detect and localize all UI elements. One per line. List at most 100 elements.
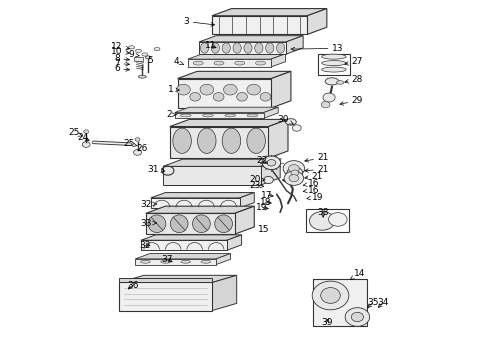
Ellipse shape <box>286 119 296 125</box>
Polygon shape <box>235 206 254 234</box>
Text: 18: 18 <box>260 198 271 207</box>
Ellipse shape <box>322 54 346 59</box>
Polygon shape <box>261 159 280 185</box>
Ellipse shape <box>161 260 171 263</box>
Ellipse shape <box>289 175 299 182</box>
Text: 34: 34 <box>377 298 389 307</box>
Ellipse shape <box>260 93 271 101</box>
Ellipse shape <box>200 84 214 95</box>
Text: 28: 28 <box>345 75 363 84</box>
Ellipse shape <box>139 75 147 78</box>
Polygon shape <box>307 9 327 35</box>
Ellipse shape <box>201 260 211 263</box>
Polygon shape <box>240 193 254 208</box>
Polygon shape <box>151 193 254 198</box>
Ellipse shape <box>322 67 346 72</box>
Polygon shape <box>135 253 231 259</box>
Text: 16: 16 <box>303 179 319 188</box>
Ellipse shape <box>351 312 364 321</box>
Polygon shape <box>212 9 327 16</box>
Text: 33: 33 <box>141 219 156 228</box>
Ellipse shape <box>284 171 304 185</box>
Polygon shape <box>227 235 242 250</box>
Bar <box>318 54 349 75</box>
Ellipse shape <box>134 149 142 155</box>
Ellipse shape <box>222 128 241 153</box>
Ellipse shape <box>237 93 247 101</box>
Polygon shape <box>135 259 216 265</box>
Text: 25: 25 <box>123 139 137 148</box>
Ellipse shape <box>190 93 200 101</box>
Ellipse shape <box>176 84 190 95</box>
Text: 27: 27 <box>345 57 363 66</box>
Text: 21: 21 <box>305 153 329 162</box>
Ellipse shape <box>322 60 346 66</box>
Ellipse shape <box>267 159 276 166</box>
Ellipse shape <box>325 78 339 85</box>
Ellipse shape <box>136 49 142 53</box>
Polygon shape <box>177 71 291 78</box>
Text: 19: 19 <box>307 193 323 202</box>
Text: 14: 14 <box>350 269 366 279</box>
Text: 21: 21 <box>305 172 323 181</box>
Text: 1: 1 <box>168 85 179 94</box>
Bar <box>306 208 348 232</box>
Text: 26: 26 <box>137 144 148 153</box>
Ellipse shape <box>180 114 191 117</box>
Polygon shape <box>314 279 367 326</box>
Polygon shape <box>163 166 261 185</box>
Ellipse shape <box>82 141 90 147</box>
Text: 37: 37 <box>161 255 172 264</box>
Ellipse shape <box>170 215 188 233</box>
Ellipse shape <box>135 138 140 141</box>
Ellipse shape <box>213 93 224 101</box>
Polygon shape <box>212 275 237 311</box>
Text: 16: 16 <box>303 185 319 194</box>
Ellipse shape <box>262 156 281 170</box>
Polygon shape <box>141 240 227 250</box>
Ellipse shape <box>173 128 191 153</box>
Ellipse shape <box>291 170 299 176</box>
Polygon shape <box>199 42 286 54</box>
Ellipse shape <box>337 81 344 84</box>
Polygon shape <box>146 213 235 234</box>
Text: 30: 30 <box>277 114 293 124</box>
Ellipse shape <box>141 260 150 263</box>
Text: 25: 25 <box>68 128 82 137</box>
Ellipse shape <box>142 53 148 56</box>
Ellipse shape <box>255 61 266 65</box>
Polygon shape <box>271 54 286 67</box>
Polygon shape <box>212 16 307 35</box>
Polygon shape <box>199 36 303 42</box>
Ellipse shape <box>200 43 209 53</box>
Text: 39: 39 <box>321 318 333 327</box>
Polygon shape <box>146 206 254 213</box>
Text: 7: 7 <box>114 59 129 68</box>
Polygon shape <box>170 127 269 158</box>
Ellipse shape <box>148 215 166 233</box>
Ellipse shape <box>310 212 335 230</box>
Ellipse shape <box>276 43 285 53</box>
Ellipse shape <box>312 281 349 310</box>
Text: 32: 32 <box>141 199 156 208</box>
Text: 32: 32 <box>139 241 150 250</box>
Text: 36: 36 <box>127 280 138 289</box>
Text: 23: 23 <box>249 181 264 190</box>
Ellipse shape <box>193 61 203 65</box>
Polygon shape <box>286 36 303 54</box>
Text: 11: 11 <box>205 41 217 50</box>
Ellipse shape <box>244 43 252 53</box>
Ellipse shape <box>225 114 236 117</box>
Text: 35: 35 <box>368 298 379 307</box>
Text: 12: 12 <box>111 42 129 51</box>
Polygon shape <box>269 120 288 158</box>
Text: 9: 9 <box>129 50 139 59</box>
Text: 5: 5 <box>147 57 152 66</box>
Polygon shape <box>177 78 271 108</box>
Polygon shape <box>174 113 264 118</box>
Text: 24: 24 <box>77 133 89 142</box>
Text: 21: 21 <box>305 165 329 174</box>
Text: 2: 2 <box>167 110 176 119</box>
Ellipse shape <box>214 61 224 65</box>
Ellipse shape <box>255 43 263 53</box>
